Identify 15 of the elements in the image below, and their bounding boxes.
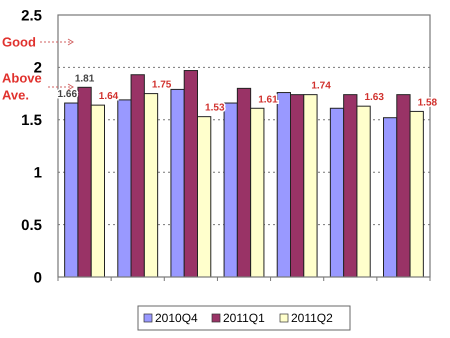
- legend-label: 2010Q4: [155, 311, 198, 326]
- text: Good: [2, 34, 36, 50]
- y-tick-label: 1.5: [21, 112, 42, 130]
- data-label: 1.81: [74, 73, 95, 84]
- data-label: 1.75: [152, 80, 172, 91]
- data-label: 1.64: [98, 91, 119, 102]
- y-tick-label: 1: [34, 164, 42, 182]
- legend-label: 2011Q2: [291, 311, 334, 326]
- data-label: 1.63: [364, 92, 384, 104]
- y-tick-label: 0: [34, 269, 42, 286]
- data-label: 1.74: [311, 80, 332, 92]
- y-tick-label: 2.5: [21, 7, 42, 24]
- y-tick-label: 2: [34, 60, 42, 77]
- y-tick-label: 0.5: [21, 216, 42, 234]
- legend-label: 2011Q1: [223, 311, 266, 326]
